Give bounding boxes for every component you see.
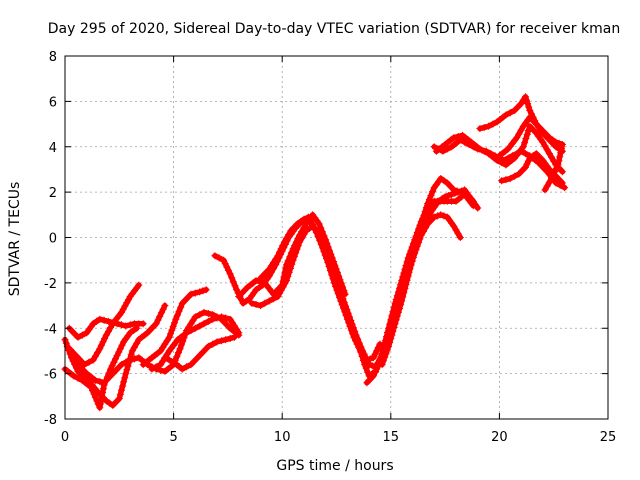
- series-markers: [495, 113, 566, 194]
- series-trace: [432, 122, 566, 176]
- series-markers: [498, 150, 566, 187]
- axes-layer: [64, 55, 609, 420]
- series-layer: [61, 93, 569, 412]
- series-markers: [161, 333, 238, 373]
- chart-title: Day 295 of 2020, Sidereal Day-to-day VTE…: [48, 21, 620, 37]
- x-tick-label: 0: [61, 430, 69, 445]
- x-tick-label: 10: [274, 430, 291, 445]
- y-tick-label: 2: [49, 186, 57, 201]
- series-markers: [378, 175, 477, 369]
- y-tick-label: -6: [44, 368, 57, 383]
- y-tick-label: -8: [44, 413, 57, 428]
- y-tick-label: -4: [44, 322, 57, 337]
- y-axis-label: SDTVAR / TECUs: [7, 182, 23, 297]
- series-markers: [235, 211, 349, 300]
- x-tick-label: 25: [600, 430, 617, 445]
- x-axis-label: GPS time / hours: [276, 458, 393, 474]
- x-tick-label: 20: [491, 430, 508, 445]
- y-tick-label: 4: [49, 141, 57, 156]
- plot-frame: [64, 55, 609, 420]
- series-markers: [139, 286, 210, 369]
- series-trace: [139, 286, 210, 369]
- tick-label-layer: 0 5 10 15 20 25 -8 -6 -4 -2 0 2 4 6 8: [44, 50, 616, 445]
- y-tick-label: 6: [49, 95, 57, 110]
- x-tick-label: 15: [383, 430, 400, 445]
- series-trace: [495, 113, 566, 194]
- x-tick-label: 5: [169, 430, 177, 445]
- y-tick-label: 0: [49, 232, 57, 247]
- series-trace: [161, 333, 238, 373]
- y-tick-label: 8: [49, 50, 57, 65]
- y-tick-label: -2: [44, 277, 57, 292]
- series-trace: [378, 175, 477, 369]
- series-markers: [432, 122, 566, 176]
- series-markers: [148, 313, 243, 373]
